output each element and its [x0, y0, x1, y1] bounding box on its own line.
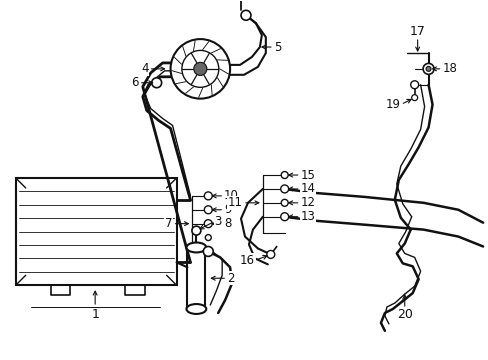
- Text: 16: 16: [240, 254, 254, 267]
- Text: 3: 3: [214, 215, 221, 228]
- Text: 13: 13: [300, 210, 315, 223]
- Circle shape: [410, 81, 418, 89]
- Ellipse shape: [186, 304, 206, 314]
- Circle shape: [204, 206, 212, 214]
- Circle shape: [422, 63, 433, 74]
- Text: 19: 19: [385, 98, 400, 111]
- Circle shape: [191, 226, 201, 235]
- Text: 5: 5: [273, 41, 281, 54]
- Circle shape: [241, 10, 250, 20]
- Circle shape: [151, 78, 162, 88]
- Text: 7: 7: [165, 217, 172, 230]
- Ellipse shape: [186, 243, 206, 252]
- Circle shape: [204, 220, 212, 228]
- Text: 12: 12: [300, 196, 315, 209]
- Text: 2: 2: [226, 272, 234, 285]
- Text: 20: 20: [396, 309, 412, 321]
- Circle shape: [411, 95, 417, 100]
- Circle shape: [193, 62, 206, 75]
- Text: 10: 10: [224, 189, 239, 202]
- Circle shape: [266, 251, 274, 258]
- Text: 4: 4: [141, 62, 148, 75]
- Circle shape: [204, 192, 212, 200]
- Text: 14: 14: [300, 183, 315, 195]
- Circle shape: [203, 247, 213, 256]
- Text: 6: 6: [131, 76, 139, 89]
- Circle shape: [280, 185, 288, 193]
- Circle shape: [280, 213, 288, 221]
- Circle shape: [281, 172, 287, 179]
- Text: 1: 1: [91, 309, 99, 321]
- Text: 11: 11: [227, 196, 243, 209]
- Text: 17: 17: [409, 24, 425, 38]
- Circle shape: [205, 235, 211, 240]
- Text: 18: 18: [442, 62, 456, 75]
- Text: 9: 9: [224, 203, 231, 216]
- Text: 8: 8: [224, 217, 231, 230]
- Circle shape: [425, 66, 430, 71]
- Text: 15: 15: [300, 168, 315, 181]
- Circle shape: [281, 199, 287, 206]
